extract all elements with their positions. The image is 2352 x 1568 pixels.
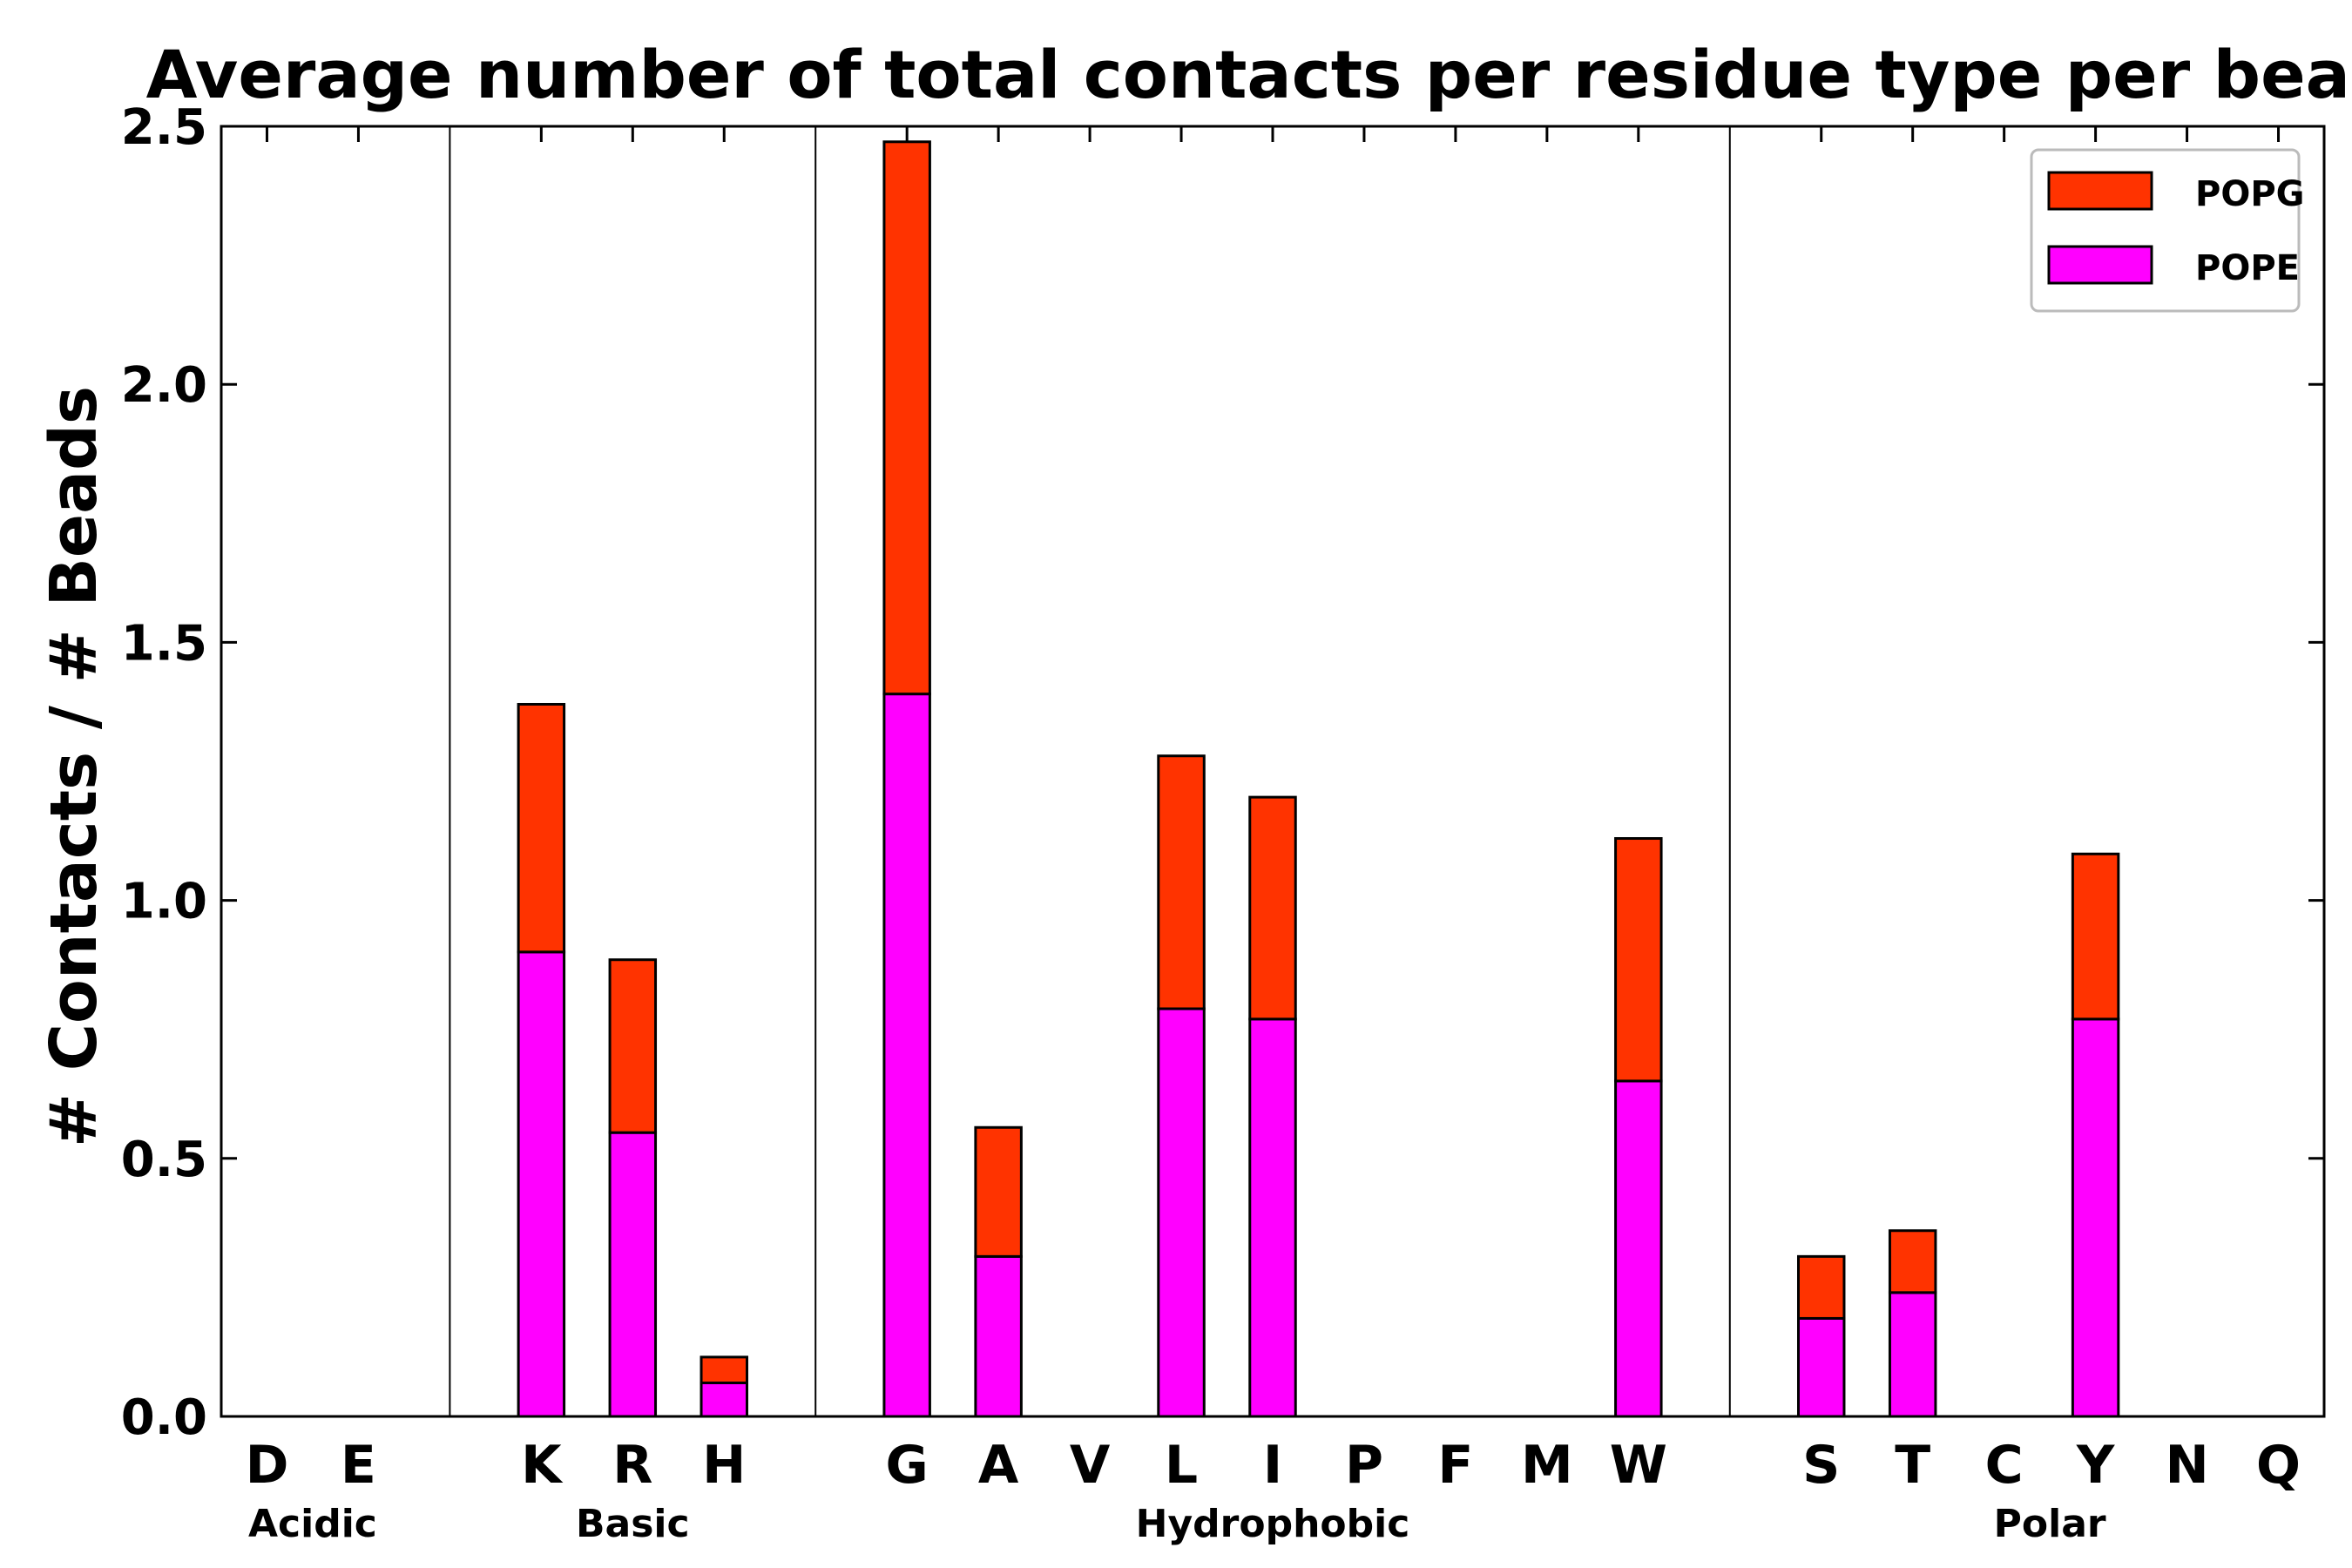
x-tick-label: M <box>1521 1435 1573 1496</box>
x-tick-label: L <box>1165 1435 1198 1496</box>
bar-popg-W <box>1614 837 1663 1083</box>
group-label: Hydrophobic <box>1136 1502 1410 1546</box>
group-label: Acidic <box>248 1502 377 1546</box>
x-tick-label: V <box>1070 1435 1111 1496</box>
bar-pope-H <box>700 1381 748 1418</box>
x-tick-label: W <box>1610 1435 1667 1496</box>
bar-pope-W <box>1614 1079 1663 1418</box>
y-tick-label: 0.0 <box>121 1389 207 1446</box>
bar-popg-H <box>700 1355 748 1384</box>
bar-pope-T <box>1888 1291 1937 1418</box>
x-tick-label: N <box>2165 1435 2208 1496</box>
bar-popg-S <box>1797 1254 1846 1320</box>
bar-pope-R <box>608 1131 658 1418</box>
legend-swatch-popg <box>2047 171 2153 211</box>
x-tick-label: Y <box>2076 1435 2116 1496</box>
legend-label-pope: POPE <box>2195 248 2300 288</box>
legend-label-popg: POPG <box>2195 174 2304 214</box>
bar-pope-A <box>974 1254 1023 1418</box>
legend: POPG POPE <box>2030 148 2304 313</box>
x-tick-label: F <box>1437 1435 1473 1496</box>
bar-pope-L <box>1157 1007 1206 1418</box>
x-tick-label: H <box>702 1435 746 1496</box>
bar-popg-L <box>1157 754 1206 1010</box>
x-tick-label: G <box>886 1435 929 1496</box>
bar-pope-G <box>882 693 931 1418</box>
x-tick-label: D <box>246 1435 289 1496</box>
x-tick-label: I <box>1263 1435 1282 1496</box>
bar-popg-K <box>517 702 566 954</box>
plot-frame <box>220 125 2326 1418</box>
bar-pope-S <box>1797 1316 1846 1418</box>
bar-popg-I <box>1248 795 1297 1021</box>
y-tick-label: 2.0 <box>121 357 207 414</box>
x-tick-label: T <box>1895 1435 1930 1496</box>
bar-popg-G <box>882 140 931 696</box>
bar-popg-A <box>974 1125 1023 1258</box>
plot-area: 0.0 0.5 1.0 1.5 2.0 2.5 D E K R H G A V L I P F M W S T C Y N Q Ac… <box>121 99 2324 1546</box>
x-tick-label: K <box>521 1435 564 1496</box>
y-axis-label: # Contacts / # Beads <box>37 386 112 1147</box>
group-label: Basic <box>576 1502 690 1546</box>
x-tick-label: E <box>341 1435 376 1496</box>
group-label: Polar <box>1994 1502 2106 1546</box>
bar-popg-R <box>608 958 658 1134</box>
x-tick-label: C <box>1985 1435 2024 1496</box>
bar-popg-T <box>1888 1229 1937 1294</box>
bar-pope-I <box>1248 1017 1297 1418</box>
y-tick-label: 1.0 <box>121 874 207 930</box>
bar-pope-K <box>517 950 566 1418</box>
x-tick-label: Q <box>2256 1435 2301 1496</box>
y-tick-label: 2.5 <box>121 99 207 156</box>
x-tick-label: A <box>978 1435 1019 1496</box>
chart-title: Average number of total contacts per res… <box>146 36 2352 113</box>
x-tick-label: S <box>1802 1435 1840 1496</box>
y-tick-label: 0.5 <box>121 1132 207 1188</box>
x-tick-label: R <box>612 1435 652 1496</box>
bar-pope-Y <box>2071 1017 2120 1418</box>
bar-popg-Y <box>2071 852 2120 1021</box>
legend-swatch-pope <box>2047 245 2153 285</box>
y-tick-label: 1.5 <box>121 615 207 672</box>
x-tick-label: P <box>1345 1435 1383 1496</box>
